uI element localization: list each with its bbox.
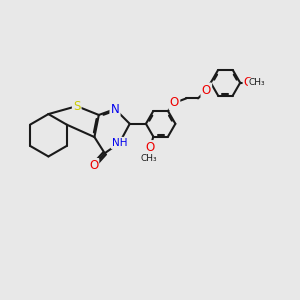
Text: N: N — [111, 103, 119, 116]
Text: O: O — [146, 141, 155, 154]
Text: O: O — [202, 84, 211, 97]
Text: S: S — [73, 100, 80, 112]
Text: O: O — [170, 96, 179, 109]
Text: CH₃: CH₃ — [248, 78, 265, 87]
Text: CH₃: CH₃ — [141, 154, 157, 164]
Text: O: O — [89, 159, 98, 172]
Text: O: O — [244, 76, 253, 89]
Text: NH: NH — [112, 138, 127, 148]
